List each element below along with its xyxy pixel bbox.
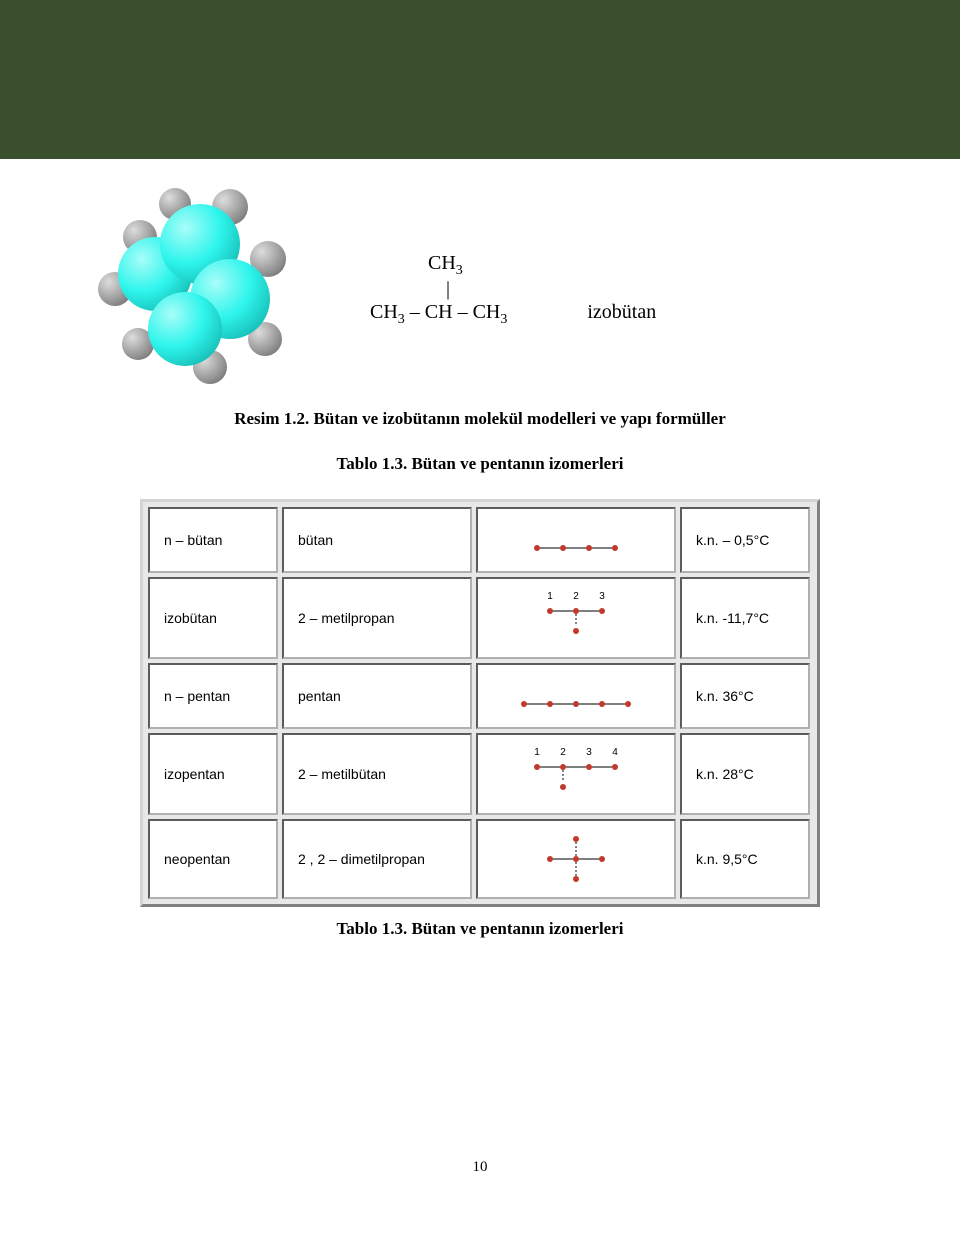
boiling-point: k.n. -11,7°C — [680, 577, 810, 659]
boiling-point: k.n. 28°C — [680, 733, 810, 815]
table-row: izobütan2 – metilpropan 1 2 3 k.n. -11,7°C — [146, 575, 814, 661]
formula-bond: | — [438, 281, 458, 297]
figure-caption: Resim 1.2. Bütan ve izobütanın molekül m… — [80, 409, 880, 429]
carbon-atom — [148, 292, 222, 366]
isomer-iupac-name: 2 – metilbütan — [282, 733, 472, 815]
isomer-structure: 1 2 3 4 — [476, 733, 676, 815]
isomer-iupac-name: 2 , 2 – dimetilpropan — [282, 819, 472, 899]
structural-formula: CH3 | CH3 – CH – CH3 izobütan — [370, 248, 656, 330]
boiling-point: k.n. 9,5°C — [680, 819, 810, 899]
svg-text:1: 1 — [547, 591, 553, 602]
isomer-common-name: n – bütan — [148, 507, 278, 573]
isomer-iupac-name: bütan — [282, 507, 472, 573]
svg-text:3: 3 — [586, 747, 592, 758]
structure-diagram: 1 2 3 — [538, 589, 614, 647]
structure-diagram — [538, 831, 614, 887]
svg-text:4: 4 — [612, 747, 618, 758]
isomer-iupac-name: pentan — [282, 663, 472, 729]
table-row: neopentan2 , 2 – dimetilpropan k.n. 9,5°C — [146, 817, 814, 901]
isomer-iupac-name: 2 – metilpropan — [282, 577, 472, 659]
structure-diagram — [512, 682, 640, 710]
formula-ch-top: CH — [428, 252, 456, 274]
svg-text:2: 2 — [573, 591, 579, 602]
boiling-point: k.n. 36°C — [680, 663, 810, 729]
table-row: n – bütanbütan k.n. – 0,5°C — [146, 505, 814, 575]
header-divider — [0, 145, 960, 159]
isomer-common-name: n – pentan — [148, 663, 278, 729]
isomer-table: n – bütanbütank.n. – 0,5°Cizobütan2 – me… — [140, 499, 820, 907]
isomer-structure: 1 2 3 — [476, 577, 676, 659]
svg-text:1: 1 — [534, 747, 540, 758]
formula-main: CH3 – CH – CH3 — [370, 297, 507, 330]
figure-row: CH3 | CH3 – CH – CH3 izobütan — [100, 189, 880, 389]
isomer-structure — [476, 819, 676, 899]
svg-text:2: 2 — [560, 747, 566, 758]
header-band — [0, 0, 960, 145]
isomer-structure — [476, 663, 676, 729]
boiling-point: k.n. – 0,5°C — [680, 507, 810, 573]
table-caption-top: Tablo 1.3. Bütan ve pentanın izomerleri — [80, 454, 880, 474]
isomer-structure — [476, 507, 676, 573]
isomer-common-name: izobütan — [148, 577, 278, 659]
structure-diagram — [525, 526, 627, 554]
page-number: 10 — [0, 1159, 960, 1206]
table-row: izopentan2 – metilbütan 1 2 3 4 k.n. 28°C — [146, 731, 814, 817]
structure-diagram: 1 2 3 4 — [525, 745, 627, 803]
isomer-common-name: neopentan — [148, 819, 278, 899]
formula-label: izobütan — [587, 297, 656, 327]
isomer-common-name: izopentan — [148, 733, 278, 815]
molecule-model — [100, 189, 300, 389]
formula-sub-top: 3 — [456, 263, 463, 278]
page-content: CH3 | CH3 – CH – CH3 izobütan Resim 1.2.… — [0, 159, 960, 939]
svg-text:3: 3 — [599, 591, 605, 602]
table-row: n – pentanpentan k.n. 36°C — [146, 661, 814, 731]
table-caption-bottom: Tablo 1.3. Bütan ve pentanın izomerleri — [80, 919, 880, 939]
